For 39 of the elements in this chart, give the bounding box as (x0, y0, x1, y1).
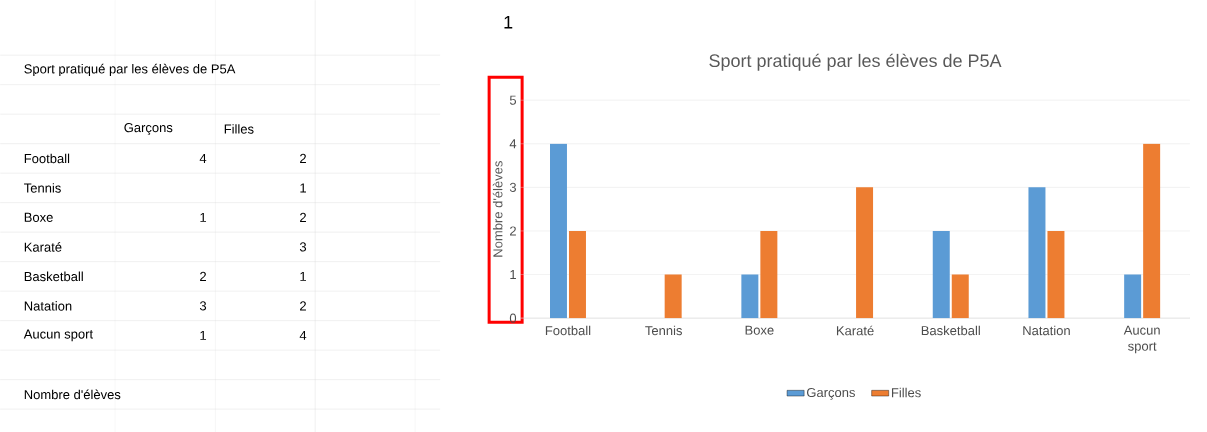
y-tick-label: 1 (510, 269, 516, 279)
chart-title: Sport pratiqué par les élèves de P5A (24, 63, 236, 76)
text: 2 (300, 153, 306, 163)
text: 2 (300, 301, 306, 311)
y-tick-label: 0 (509, 313, 517, 323)
category-label: Karaté (24, 241, 62, 252)
text: 3 (199, 301, 207, 311)
category-label: Football (24, 153, 70, 164)
text: 1 (300, 183, 306, 193)
x-tick-label: Basketball (921, 325, 980, 336)
text: 4 (199, 153, 207, 163)
category-label: Natation (24, 300, 72, 311)
x-tick-label: Boxe (745, 325, 774, 335)
y-tick-label: 3 (509, 182, 517, 192)
text: 3 (299, 242, 307, 252)
text: Filles (224, 123, 254, 134)
y-axis-title: Nombre d'élèves (492, 160, 503, 257)
text: 4 (299, 330, 307, 340)
chart-title: Sport pratiqué par les élèves de P5A (709, 53, 1002, 71)
category-label: Tennis (24, 182, 61, 193)
x-tick-label: Natation (1023, 325, 1070, 336)
x-tick-label: Aucun sport (1123, 325, 1160, 354)
y-tick-label: 5 (509, 95, 517, 105)
text: 1 (300, 271, 306, 281)
x-tick-label: Football (545, 325, 591, 336)
text: 1 (200, 330, 207, 340)
category-label: Boxe (24, 212, 53, 222)
text: 1 (200, 212, 207, 222)
x-tick-label: Tennis (645, 325, 682, 336)
category-label: Basketball (24, 271, 83, 281)
text: Garçons (124, 122, 173, 135)
legend-label: Garçons (806, 387, 855, 400)
legend-label: Filles (891, 387, 921, 398)
text: 2 (200, 271, 206, 281)
text: 2 (300, 212, 306, 222)
y-tick-label: 2 (510, 226, 516, 236)
y-tick-label: 4 (509, 139, 517, 149)
text: Nombre d'élèves (24, 389, 121, 400)
x-tick-label: Karaté (836, 325, 874, 336)
